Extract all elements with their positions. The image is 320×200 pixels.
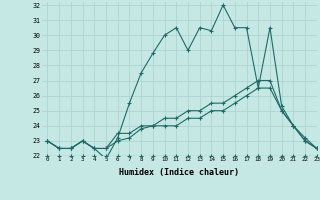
X-axis label: Humidex (Indice chaleur): Humidex (Indice chaleur) — [119, 168, 239, 177]
